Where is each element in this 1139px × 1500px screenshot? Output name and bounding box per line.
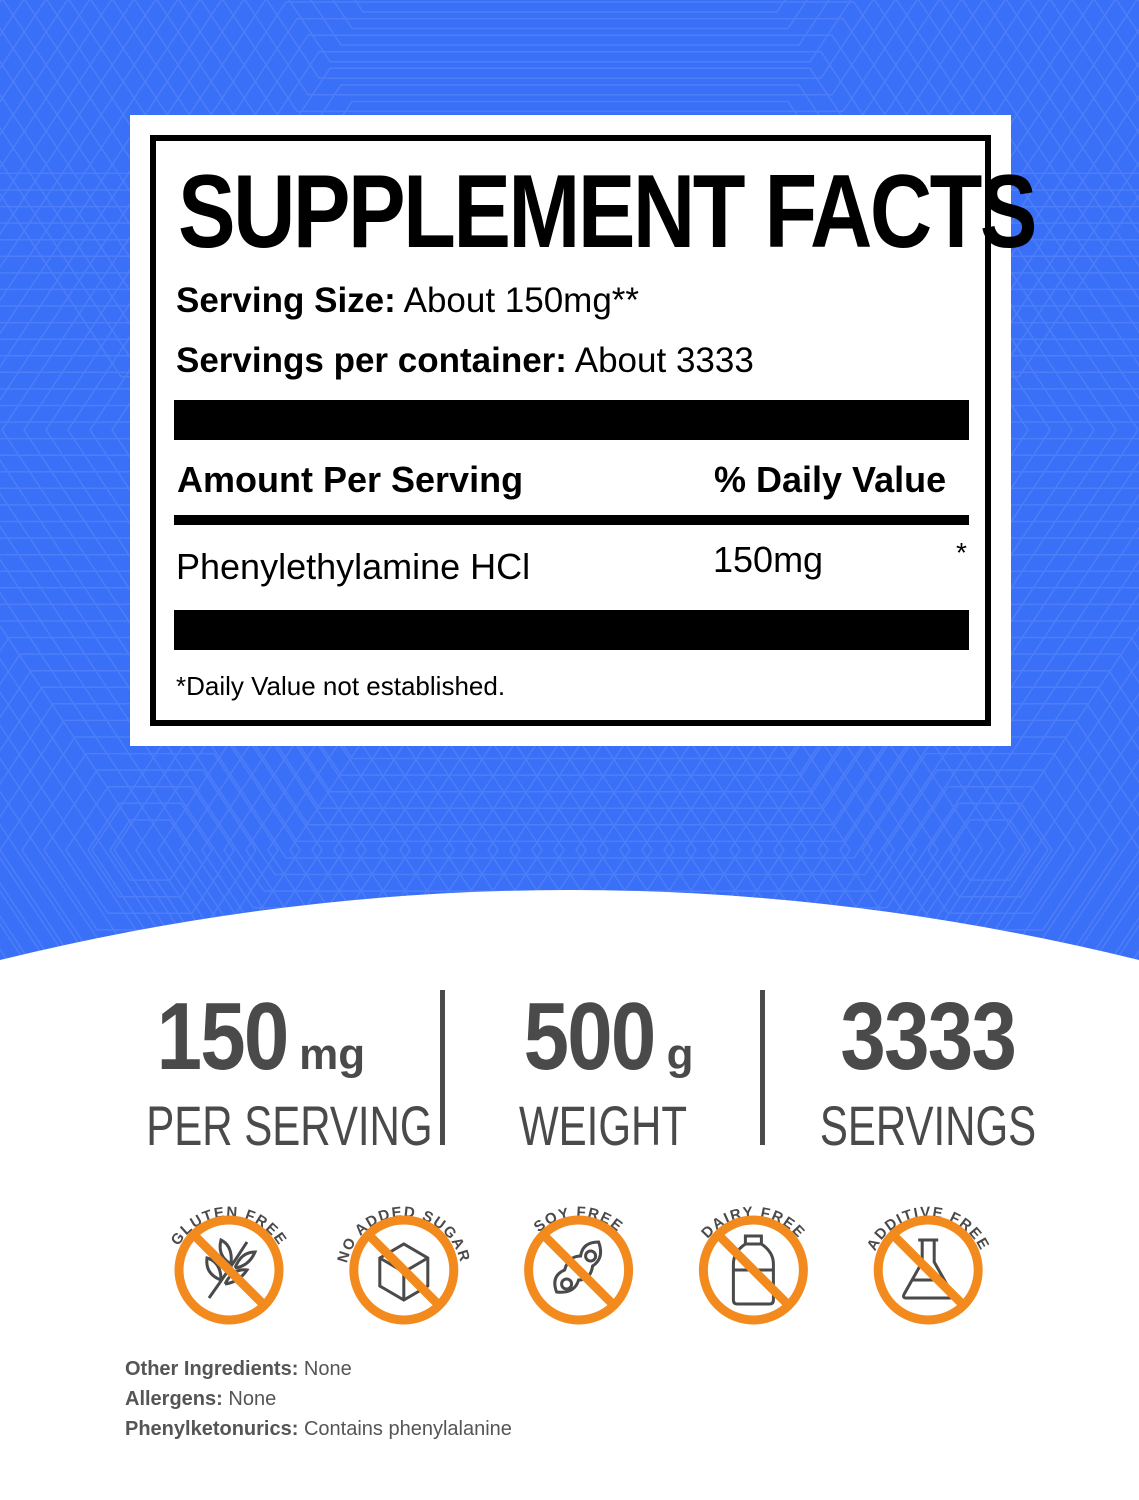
info-value: Contains phenylalanine [303,1418,512,1440]
allergens: Allergens: None [125,1388,276,1411]
divider-thick [174,400,969,440]
white-curve [0,890,1139,1500]
servings-value: About 3333 [574,341,754,380]
free-from-badges: GLUTEN FREE NO ADDED SUGAR SOY FREE DAIRY F… [168,1204,991,1325]
phenylketonurics: Phenylketonurics: Contains phenylalanine [125,1418,512,1441]
footnote: *Daily Value not established. [176,671,506,701]
other-ingredients: Other Ingredients: None [125,1358,352,1381]
servings-label: Servings per container: [176,341,567,380]
stat-value: 150 [156,983,289,1090]
badge-additive-free: ADDITIVE FREE [864,1204,991,1325]
info-value: None [228,1388,277,1410]
dv-header: % Daily Value [714,459,947,500]
stat-label: PER SERVING [146,1094,433,1157]
divider-medium [174,515,969,525]
badge-gluten-free: GLUTEN FREE [168,1204,289,1325]
stat-unit: mg [299,1030,366,1079]
prohibited-circle-icon [174,1215,284,1325]
facts-box: SUPPLEMENT FACTS Serving Size: About 150… [150,135,1037,726]
prohibited-slash-icon [540,1231,617,1309]
badge-dairy-free: DAIRY FREE [698,1204,808,1325]
stat-divider [760,990,765,1145]
info-value: None [303,1358,352,1380]
serving-size-label: Serving Size: [176,281,396,320]
badge-no-added-sugar: NO ADDED SUGAR [334,1204,472,1325]
ingredient-dv: * [956,537,967,568]
serving-size: Serving Size: About 150mg** [176,281,639,321]
info-label: Phenylketonurics: [125,1418,299,1440]
amount-header: Amount Per Serving [177,459,524,500]
prohibited-slash-icon [365,1231,442,1309]
stat-value-row: 500 g [458,982,748,1094]
facts-title: SUPPLEMENT FACTS [178,154,1037,270]
stat-value: 500 [524,983,657,1090]
info-label: Allergens: [125,1388,223,1410]
stat-value-row: 3333 [783,982,1073,1094]
stat-value: 3333 [840,983,1017,1090]
stat-per-serving: 150 mg PER SERVING [110,982,433,1158]
stat-unit: g [666,1030,694,1079]
info-label: Other Ingredients: [125,1358,299,1380]
serving-size-value: About 150mg** [403,281,640,320]
divider-thick-bottom [174,610,969,650]
prohibited-slash-icon [715,1231,792,1309]
prohibited-slash-icon [890,1231,967,1309]
stat-label: SERVINGS [819,1094,1037,1157]
prohibited-circle-icon [698,1215,808,1325]
prohibited-slash-icon [190,1231,268,1309]
servings-per-container: Servings per container: About 3333 [176,341,754,381]
stat-label: WEIGHT [519,1094,687,1157]
soybean-icon [553,1240,603,1294]
ingredient-name: Phenylethylamine HCl [176,546,531,587]
stat-divider [440,990,445,1145]
supplement-facts-panel: SUPPLEMENT FACTS Serving Size: About 150… [130,115,1037,746]
prohibited-circle-icon [524,1215,634,1325]
ingredient-amount: 150mg [713,539,824,580]
stat-servings: 3333 SERVINGS [783,982,1073,1158]
prohibited-circle-icon [349,1215,459,1325]
stat-weight: 500 g WEIGHT [458,982,748,1158]
stat-value-row: 150 mg [110,982,400,1094]
badge-soy-free: SOY FREE [524,1204,634,1325]
prohibited-circle-icon [873,1215,983,1325]
